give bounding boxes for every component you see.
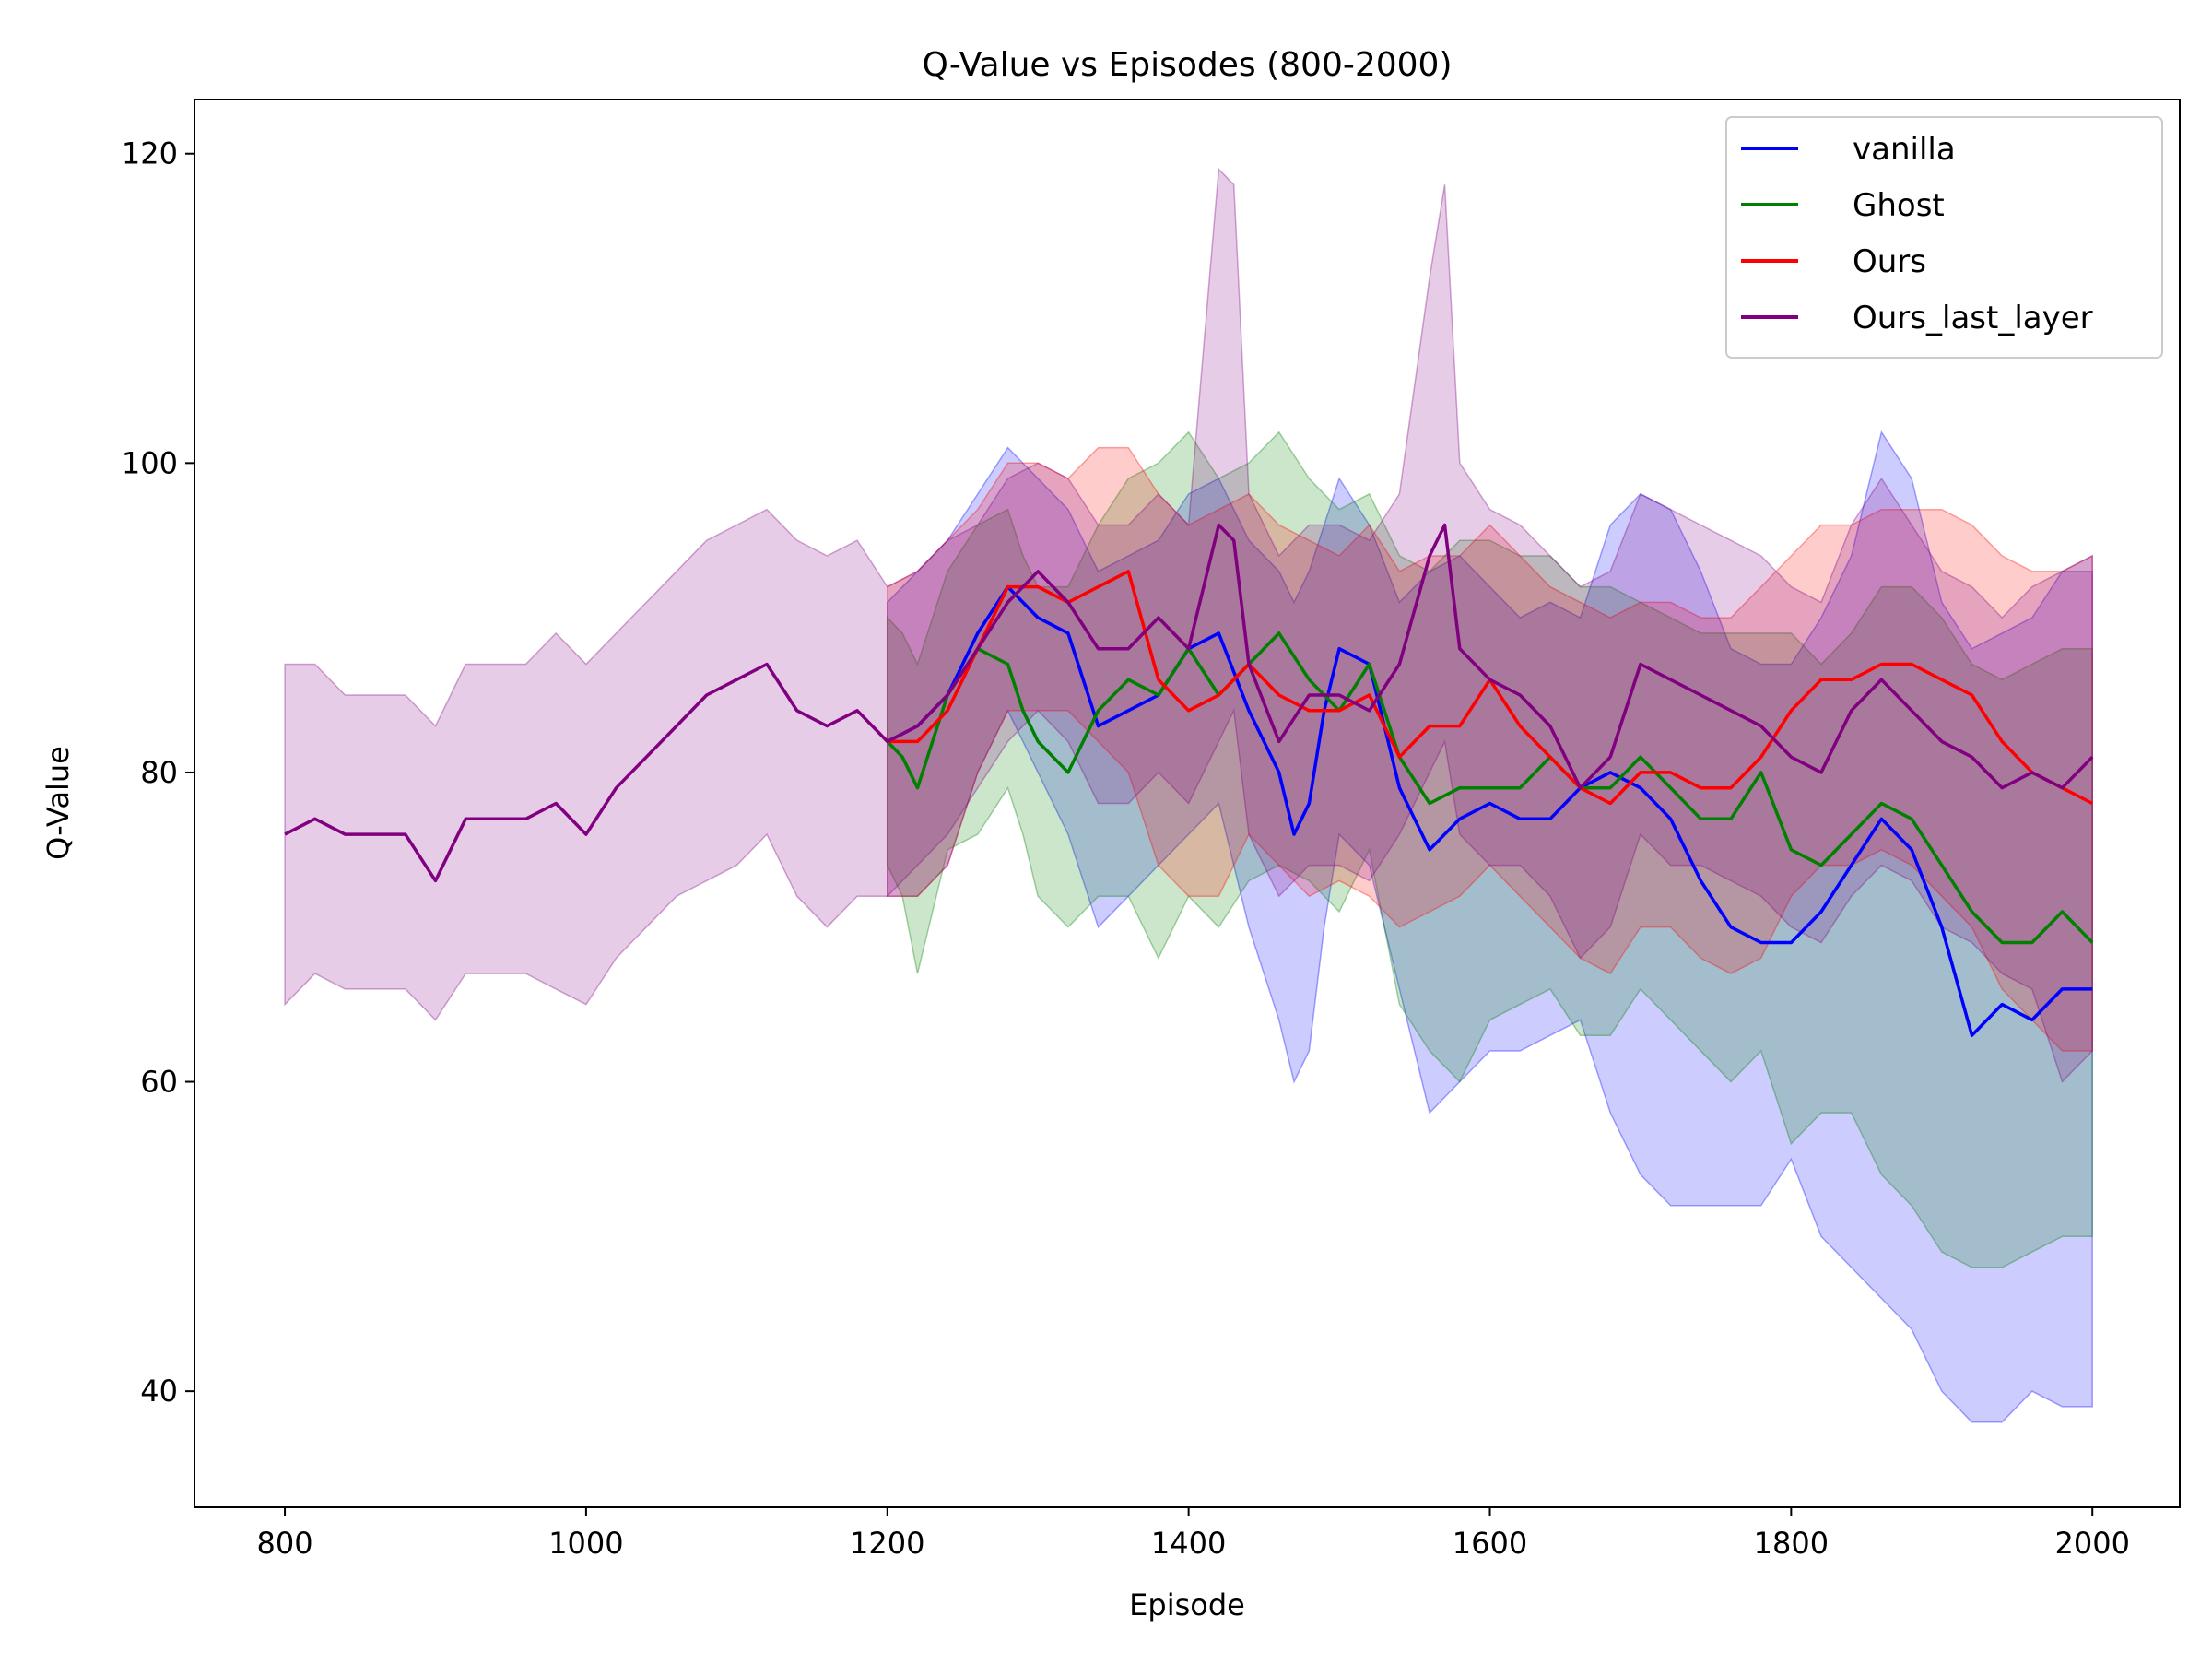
legend-label-ours: Ours bbox=[1853, 243, 1926, 280]
band-vanilla bbox=[887, 430, 2093, 1423]
chart-title: Q-Value vs Episodes (800-2000) bbox=[922, 46, 1452, 84]
x-tick-label: 2000 bbox=[2054, 1526, 2129, 1561]
x-tick-label: 1000 bbox=[548, 1526, 623, 1561]
series-line-ghost bbox=[886, 631, 2094, 945]
mean-lines bbox=[284, 523, 2094, 1037]
band-ours-last-layer bbox=[284, 167, 2093, 1083]
x-tick-label: 1600 bbox=[1453, 1526, 1527, 1561]
y-tick-label: 100 bbox=[122, 445, 178, 480]
y-tick-label: 120 bbox=[122, 136, 178, 171]
y-tick-label: 60 bbox=[140, 1065, 178, 1100]
band-ghost bbox=[887, 430, 2093, 1268]
x-axis-label: Episode bbox=[1129, 1587, 1245, 1622]
plot-frame bbox=[194, 99, 2181, 1508]
x-tick-label: 1400 bbox=[1151, 1526, 1226, 1561]
x-tick-label: 800 bbox=[257, 1526, 313, 1561]
x-tick-label: 1800 bbox=[1754, 1526, 1829, 1561]
y-axis-label: Q-Value bbox=[41, 746, 76, 860]
series-line-ours-last-layer bbox=[284, 523, 2094, 883]
x-axis: 800 1000 1200 1400 1600 1800 2000 bbox=[257, 1507, 2130, 1561]
y-axis: 40 60 80 100 120 bbox=[122, 136, 194, 1409]
series-line-vanilla bbox=[887, 584, 2093, 1037]
legend: vanilla Ghost Ours Ours_last_layer bbox=[1725, 116, 2163, 359]
legend-label-ours-last-layer: Ours_last_layer bbox=[1853, 300, 2093, 336]
x-tick-label: 1200 bbox=[850, 1526, 924, 1561]
band-ours bbox=[887, 446, 2093, 1052]
y-tick-label: 80 bbox=[140, 755, 178, 790]
legend-label-ghost: Ghost bbox=[1853, 187, 1945, 224]
y-tick-label: 40 bbox=[140, 1374, 178, 1409]
legend-box bbox=[1725, 116, 2163, 359]
confidence-bands bbox=[284, 167, 2093, 1423]
legend-label-vanilla: vanilla bbox=[1853, 131, 1956, 168]
